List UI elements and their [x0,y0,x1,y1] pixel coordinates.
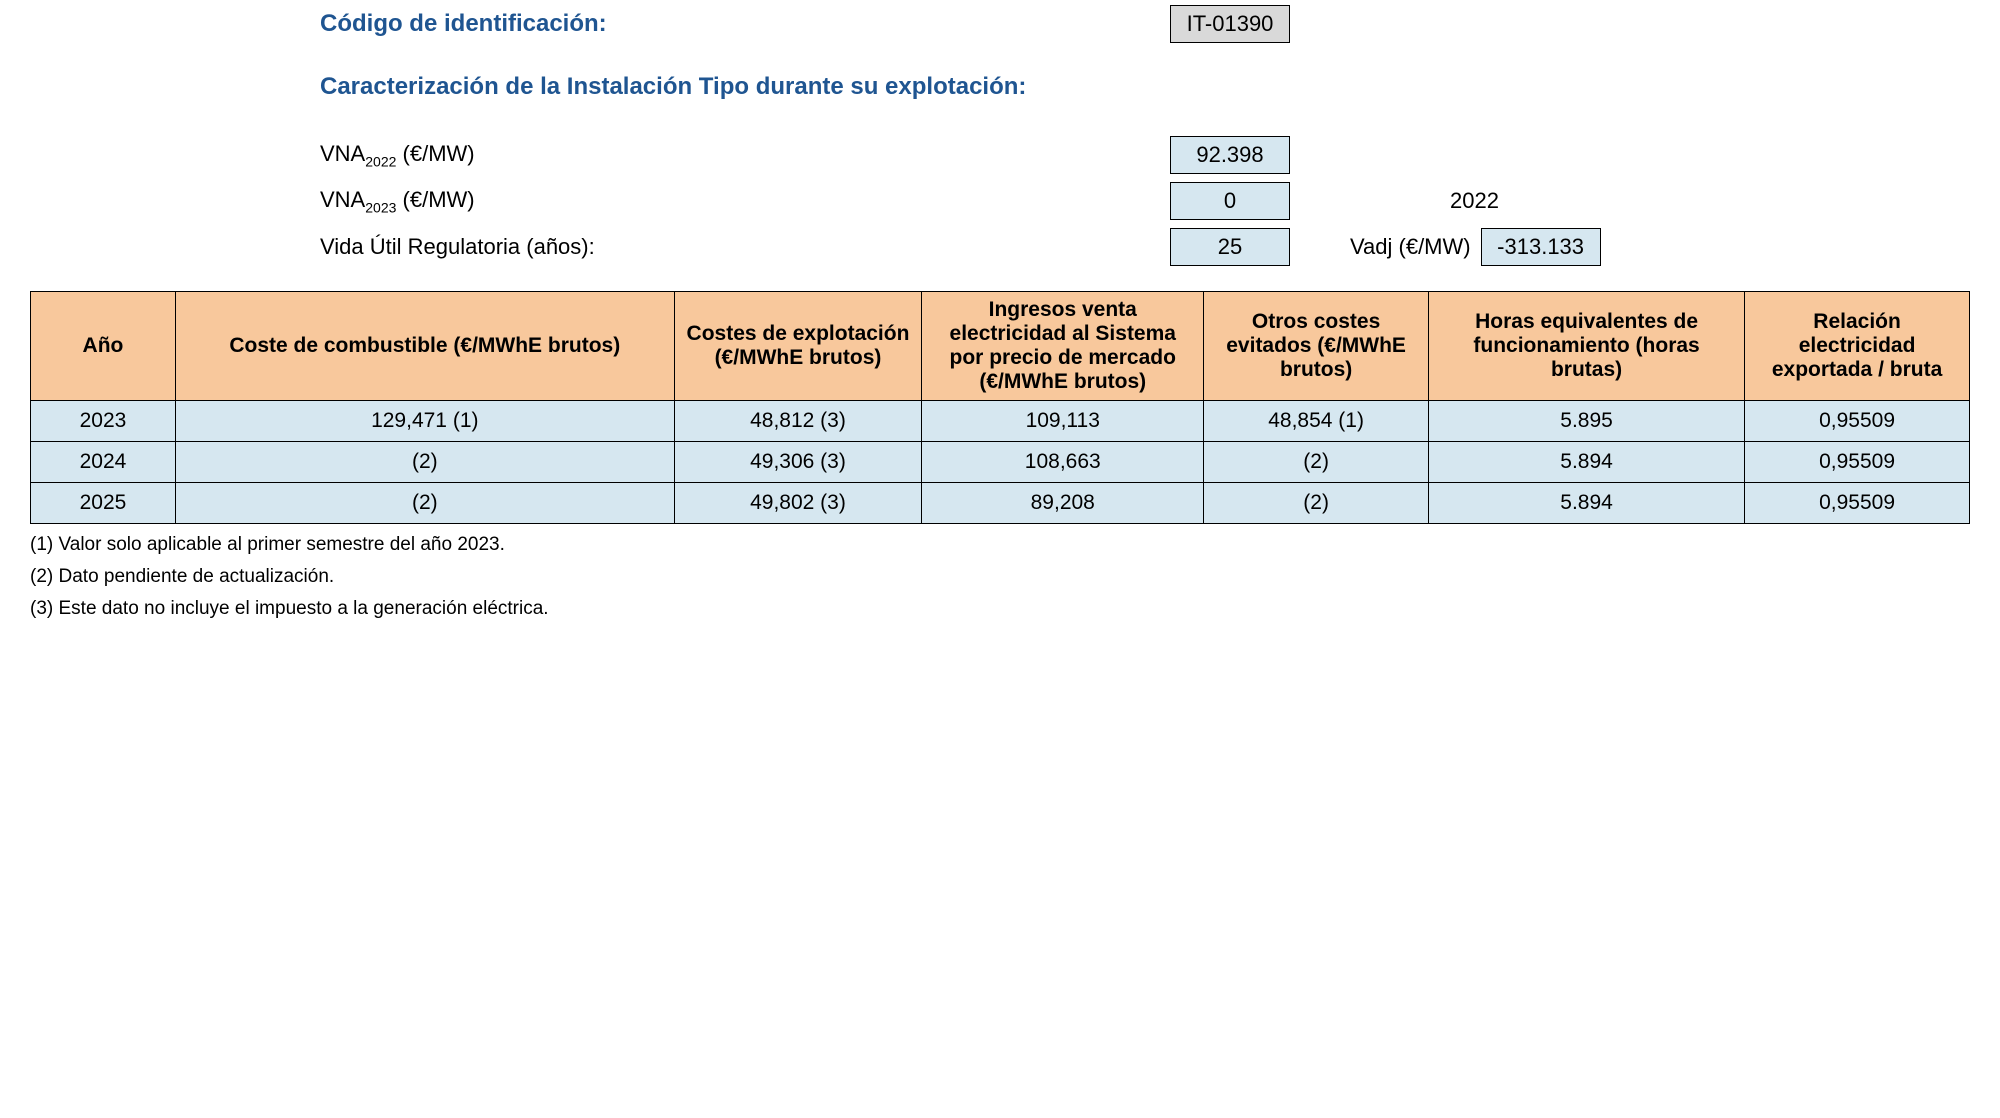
table-cell: 0,95509 [1745,483,1970,524]
col-exp: Costes de explotación (€/MWhE brutos) [674,292,922,401]
table-cell: 0,95509 [1745,401,1970,442]
table-row: 2023129,471 (1)48,812 (3)109,11348,854 (… [31,401,1970,442]
table-cell: 108,663 [922,442,1204,483]
footnote-2: (2) Dato pendiente de actualización. [30,566,1970,588]
vida-value: 25 [1170,228,1290,266]
codigo-label: Código de identificación: [320,10,1170,38]
col-ano: Año [31,292,176,401]
year-right: 2022 [1450,188,1499,214]
table-cell: 49,306 (3) [674,442,922,483]
table-cell: (2) [175,442,674,483]
vna2023-label: VNA2023 (€/MW) [320,187,1170,215]
table-cell: 5.894 [1429,483,1745,524]
table-cell: 129,471 (1) [175,401,674,442]
col-horas: Horas equivalentes de funcionamiento (ho… [1429,292,1745,401]
vida-label: Vida Útil Regulatoria (años): [320,234,1170,260]
vna2022-label: VNA2022 (€/MW) [320,141,1170,169]
table-row: 2025(2)49,802 (3)89,208(2)5.8940,95509 [31,483,1970,524]
footnote-1: (1) Valor solo aplicable al primer semes… [30,534,1970,556]
table-cell: 0,95509 [1745,442,1970,483]
vadj-label: Vadj (€/MW) [1350,234,1471,260]
table-cell: 49,802 (3) [674,483,922,524]
col-otros: Otros costes evitados (€/MWhE brutos) [1204,292,1429,401]
vadj-value: -313.133 [1481,228,1601,266]
codigo-value: IT-01390 [1170,5,1290,43]
table-cell: 2025 [31,483,176,524]
vna2022-value: 92.398 [1170,136,1290,174]
data-table: Año Coste de combustible (€/MWhE brutos)… [30,291,1970,524]
col-ing: Ingresos venta electricidad al Sistema p… [922,292,1204,401]
table-cell: 48,812 (3) [674,401,922,442]
table-cell: (2) [1204,442,1429,483]
table-row: 2024(2)49,306 (3)108,663(2)5.8940,95509 [31,442,1970,483]
table-body: 2023129,471 (1)48,812 (3)109,11348,854 (… [31,401,1970,524]
table-cell: 109,113 [922,401,1204,442]
table-cell: 89,208 [922,483,1204,524]
col-rel: Relación electricidad exportada / bruta [1745,292,1970,401]
col-comb: Coste de combustible (€/MWhE brutos) [175,292,674,401]
table-cell: 2023 [31,401,176,442]
footnote-3: (3) Este dato no incluye el impuesto a l… [30,598,1970,620]
header-block: Código de identificación: IT-01390 Carac… [320,5,1970,266]
footnotes: (1) Valor solo aplicable al primer semes… [30,534,1970,620]
table-cell: (2) [1204,483,1429,524]
caract-label: Caracterización de la Instalación Tipo d… [320,73,1026,101]
table-header-row: Año Coste de combustible (€/MWhE brutos)… [31,292,1970,401]
table-cell: (2) [175,483,674,524]
table-cell: 48,854 (1) [1204,401,1429,442]
vna2023-value: 0 [1170,182,1290,220]
table-cell: 5.894 [1429,442,1745,483]
table-cell: 5.895 [1429,401,1745,442]
table-cell: 2024 [31,442,176,483]
